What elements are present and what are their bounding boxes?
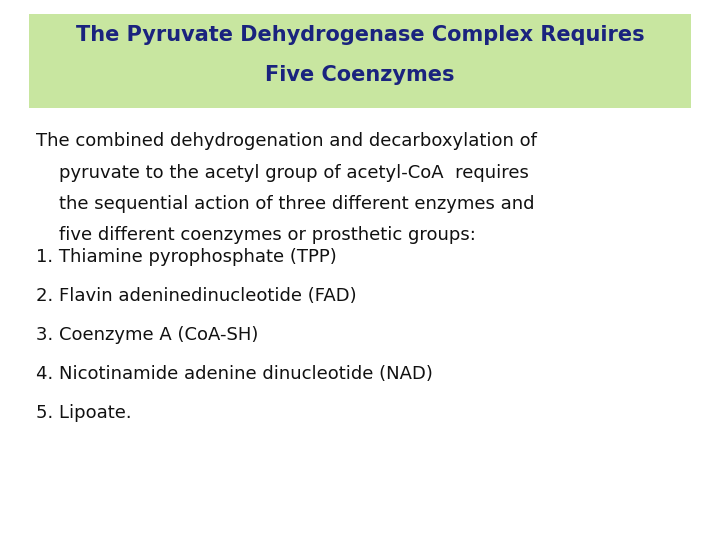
Text: five different coenzymes or prosthetic groups:: five different coenzymes or prosthetic g…: [36, 226, 476, 244]
Text: 1. Thiamine pyrophosphate (TPP): 1. Thiamine pyrophosphate (TPP): [36, 248, 337, 266]
FancyBboxPatch shape: [29, 14, 691, 108]
Text: The combined dehydrogenation and decarboxylation of: The combined dehydrogenation and decarbo…: [36, 132, 537, 150]
Text: pyruvate to the acetyl group of acetyl-CoA  requires: pyruvate to the acetyl group of acetyl-C…: [36, 164, 529, 181]
Text: Five Coenzymes: Five Coenzymes: [265, 64, 455, 85]
Text: 3. Coenzyme A (CoA-SH): 3. Coenzyme A (CoA-SH): [36, 326, 258, 344]
Text: 2. Flavin adeninedinucleotide (FAD): 2. Flavin adeninedinucleotide (FAD): [36, 287, 356, 305]
Text: the sequential action of three different enzymes and: the sequential action of three different…: [36, 195, 534, 213]
Text: The Pyruvate Dehydrogenase Complex Requires: The Pyruvate Dehydrogenase Complex Requi…: [76, 25, 644, 45]
Text: 4. Nicotinamide adenine dinucleotide (NAD): 4. Nicotinamide adenine dinucleotide (NA…: [36, 365, 433, 383]
Text: 5. Lipoate.: 5. Lipoate.: [36, 404, 132, 422]
